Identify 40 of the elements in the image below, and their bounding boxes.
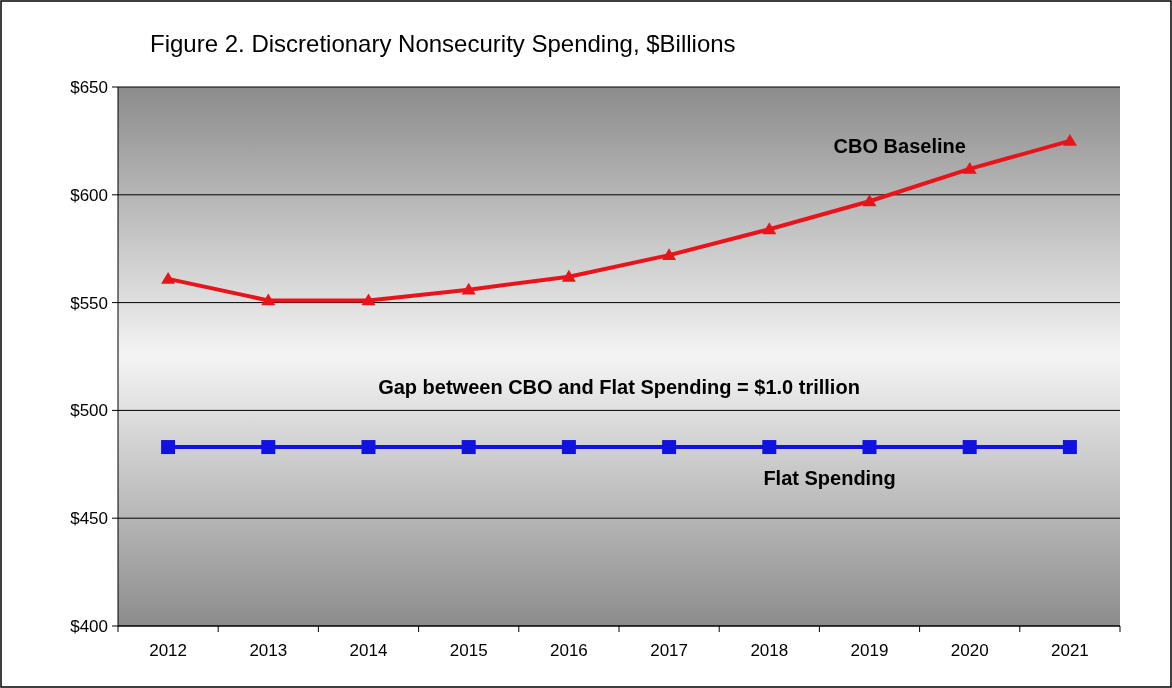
series-label: CBO Baseline: [833, 134, 966, 157]
x-tick-label: 2019: [850, 641, 889, 660]
point: [561, 440, 576, 455]
y-tick-label: $650: [70, 77, 108, 97]
point: [1062, 440, 1077, 455]
point: [662, 248, 677, 261]
point: [261, 440, 276, 455]
point: [561, 269, 576, 282]
x-tick-label: 2016: [549, 641, 588, 660]
y-tick-label: $600: [70, 185, 108, 205]
point: [161, 271, 176, 284]
x-tick-label: 2015: [449, 641, 488, 660]
point: [862, 440, 877, 455]
x-tick-label: 2018: [750, 641, 789, 660]
y-tick-label: $550: [70, 293, 108, 313]
point: [261, 293, 276, 306]
point: [461, 282, 476, 295]
x-tick-label: 2017: [650, 641, 689, 660]
x-tick-label: 2014: [349, 641, 388, 660]
point: [1062, 133, 1077, 146]
point: [762, 440, 777, 455]
y-tick-label: $400: [70, 616, 108, 636]
annotation: Gap between CBO and Flat Spending = $1.0 trillion: [378, 376, 860, 399]
point: [762, 222, 777, 235]
point: [662, 440, 677, 455]
series-label: Flat Spending: [763, 467, 896, 490]
point: [361, 293, 376, 306]
chart-title: Figure 2. Discretionary Nonsecurity Spending, $Billions: [150, 30, 736, 57]
point: [161, 440, 176, 455]
point: [962, 161, 977, 174]
point: [862, 194, 877, 207]
x-tick-label: 2013: [249, 641, 288, 660]
point: [962, 440, 977, 455]
y-tick-label: $450: [70, 509, 108, 529]
x-tick-label: 2012: [149, 641, 188, 660]
x-tick-label: 2020: [950, 641, 989, 660]
point: [461, 440, 476, 455]
y-tick-label: $500: [70, 401, 108, 421]
point: [361, 440, 376, 455]
x-tick-label: 2021: [1050, 641, 1089, 660]
